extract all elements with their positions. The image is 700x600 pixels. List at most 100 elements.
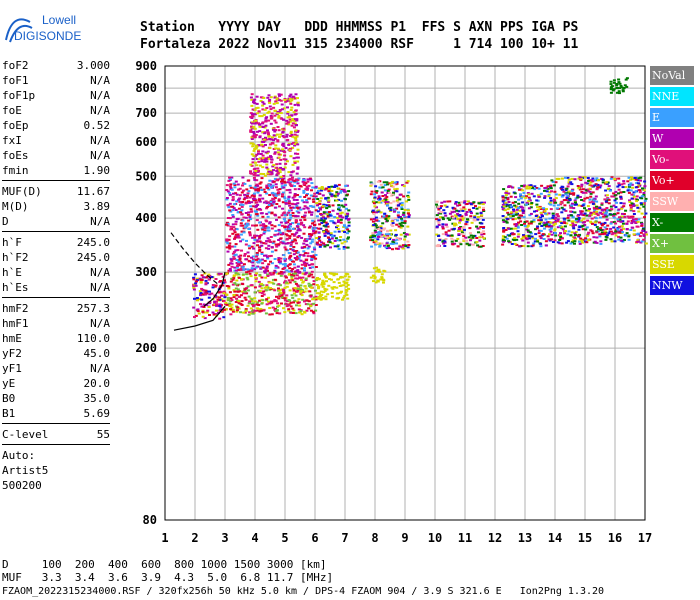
echo-point: [291, 222, 295, 225]
echo-point: [502, 230, 506, 233]
echo-point: [616, 185, 620, 188]
echo-point: [628, 199, 631, 202]
echo-point: [586, 182, 590, 185]
echo-point: [635, 221, 639, 224]
echo-point: [225, 246, 229, 249]
echo-point: [258, 208, 262, 210]
echo-point: [636, 240, 640, 243]
echo-point: [285, 285, 289, 288]
echo-point: [290, 133, 294, 136]
echo-point: [272, 169, 275, 172]
echo-point: [253, 286, 257, 289]
echo-point: [331, 242, 335, 245]
echo-point: [310, 211, 314, 214]
echo-point: [621, 220, 625, 223]
echo-point: [308, 225, 312, 228]
echo-point: [511, 227, 515, 230]
echo-point: [295, 135, 299, 138]
echo-point: [619, 220, 623, 223]
echo-point: [583, 212, 587, 215]
echo-point: [280, 180, 283, 183]
echo-point: [213, 303, 217, 306]
echo-point: [523, 184, 527, 187]
echo-point: [277, 198, 281, 201]
echo-point: [389, 182, 393, 184]
echo-point: [467, 208, 471, 211]
echo-point: [579, 220, 583, 223]
echo-point: [290, 233, 294, 236]
digisonde-logo: Lowell DIGISONDE: [5, 13, 81, 43]
echo-point: [318, 202, 322, 205]
echo-point: [583, 224, 587, 226]
echo-point: [376, 279, 380, 282]
echo-point: [231, 223, 235, 226]
echo-point: [518, 214, 522, 217]
echo-point: [341, 298, 344, 301]
echo-point: [613, 213, 616, 216]
echo-point: [331, 272, 335, 275]
echo-point: [593, 198, 597, 201]
echo-point: [406, 194, 410, 197]
echo-point: [481, 203, 485, 206]
echo-point: [258, 136, 262, 139]
echo-point: [536, 206, 539, 209]
echo-point: [294, 312, 298, 315]
echo-point: [282, 289, 285, 291]
echo-point: [544, 244, 548, 247]
echo-point: [520, 245, 524, 247]
echo-point: [560, 222, 564, 225]
echo-point: [254, 161, 257, 164]
echo-point: [204, 289, 208, 292]
echo-point: [294, 109, 298, 112]
echo-point: [293, 233, 297, 236]
echo-point: [319, 207, 322, 210]
echo-point: [560, 237, 564, 240]
echo-point: [255, 255, 259, 258]
echo-point: [296, 167, 300, 170]
echo-point: [327, 190, 331, 193]
echo-point: [371, 232, 375, 235]
echo-point: [289, 206, 293, 209]
legend-item-x: X-: [650, 213, 694, 232]
echo-point: [299, 293, 303, 295]
echo-point: [525, 201, 529, 204]
echo-point: [304, 279, 308, 281]
echo-point: [517, 221, 520, 224]
echo-point: [254, 144, 258, 147]
echo-point: [482, 237, 486, 240]
echo-point: [207, 273, 211, 276]
param-separator: [2, 180, 110, 181]
echo-point: [589, 229, 593, 232]
echo-point: [291, 268, 295, 270]
echo-point: [317, 285, 321, 288]
echo-point: [252, 195, 256, 198]
echo-cluster: [369, 266, 387, 284]
echo-point: [315, 202, 319, 205]
echo-point: [532, 220, 536, 223]
echo-point: [552, 241, 555, 243]
echo-point: [288, 149, 292, 152]
echo-point: [503, 196, 507, 199]
echo-point: [617, 78, 621, 81]
echo-point: [552, 184, 556, 187]
echo-point: [397, 204, 400, 207]
echo-point: [251, 258, 255, 261]
echo-point: [293, 195, 297, 198]
echo-point: [291, 122, 295, 125]
echo-point: [630, 193, 634, 196]
echo-point: [480, 222, 484, 225]
echo-point: [271, 165, 275, 168]
echo-point: [294, 143, 298, 146]
echo-point: [591, 180, 595, 183]
echo-point: [239, 240, 242, 243]
echo-point: [232, 207, 236, 210]
echo-point: [276, 272, 280, 275]
echo-point: [306, 193, 309, 195]
echo-point: [262, 138, 266, 141]
param-value: N/A: [90, 266, 110, 279]
echo-point: [401, 247, 405, 250]
echo-point: [314, 185, 318, 188]
echo-point: [549, 227, 553, 230]
echo-point: [328, 211, 331, 213]
echo-point: [248, 247, 252, 250]
